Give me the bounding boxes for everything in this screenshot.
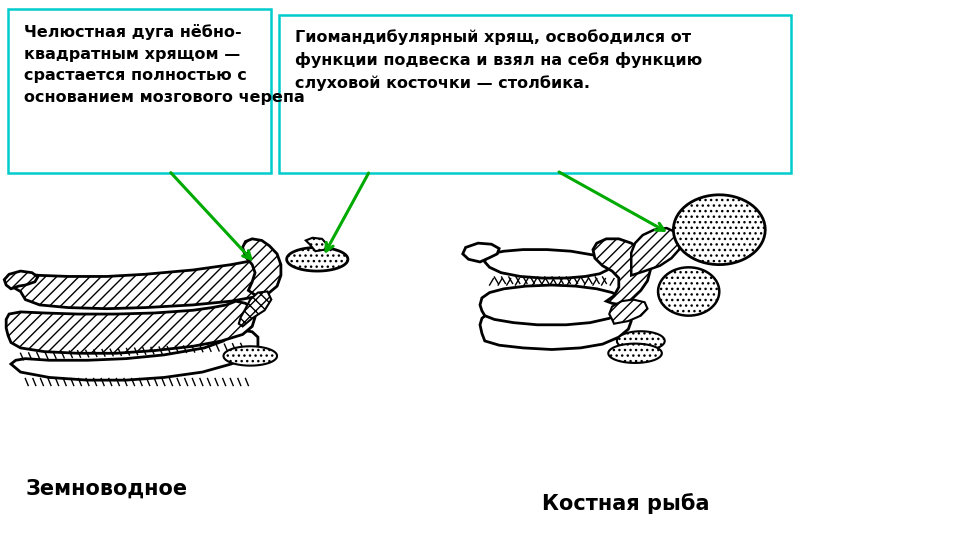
Polygon shape [11,330,258,380]
FancyBboxPatch shape [279,15,791,173]
Text: Земноводное: Земноводное [25,478,187,498]
Polygon shape [306,238,326,251]
Polygon shape [463,243,499,262]
Text: Челюстная дуга нёбно-
квадратным хрящом —
срастается полностью с
основанием мозг: Челюстная дуга нёбно- квадратным хрящом … [24,24,305,105]
Polygon shape [480,302,632,349]
Text: Костная рыба: Костная рыба [542,494,709,515]
Polygon shape [632,228,681,275]
Polygon shape [673,195,765,265]
Polygon shape [610,300,647,323]
Polygon shape [6,301,255,353]
Polygon shape [609,343,661,363]
Polygon shape [659,267,719,316]
Polygon shape [485,249,610,278]
Polygon shape [593,239,650,305]
Polygon shape [287,247,348,271]
Polygon shape [4,271,37,289]
Polygon shape [243,239,281,297]
Polygon shape [224,346,277,366]
Polygon shape [480,285,626,325]
Polygon shape [11,259,275,309]
Polygon shape [239,292,272,326]
Polygon shape [617,331,664,350]
Text: Гиомандибулярный хрящ, освободился от
функции подвеска и взял на себя функцию
сл: Гиомандибулярный хрящ, освободился от фу… [296,29,703,91]
FancyBboxPatch shape [8,9,272,173]
